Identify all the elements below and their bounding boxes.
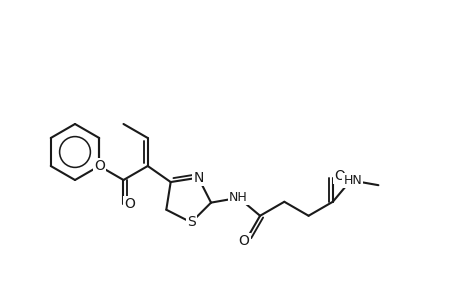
- Text: S: S: [186, 215, 195, 230]
- Text: NH: NH: [229, 191, 247, 204]
- Text: N: N: [193, 171, 203, 185]
- Text: O: O: [124, 197, 134, 211]
- Text: O: O: [94, 159, 105, 173]
- Text: HN: HN: [343, 174, 361, 187]
- Text: O: O: [334, 169, 345, 183]
- Text: O: O: [238, 234, 249, 248]
